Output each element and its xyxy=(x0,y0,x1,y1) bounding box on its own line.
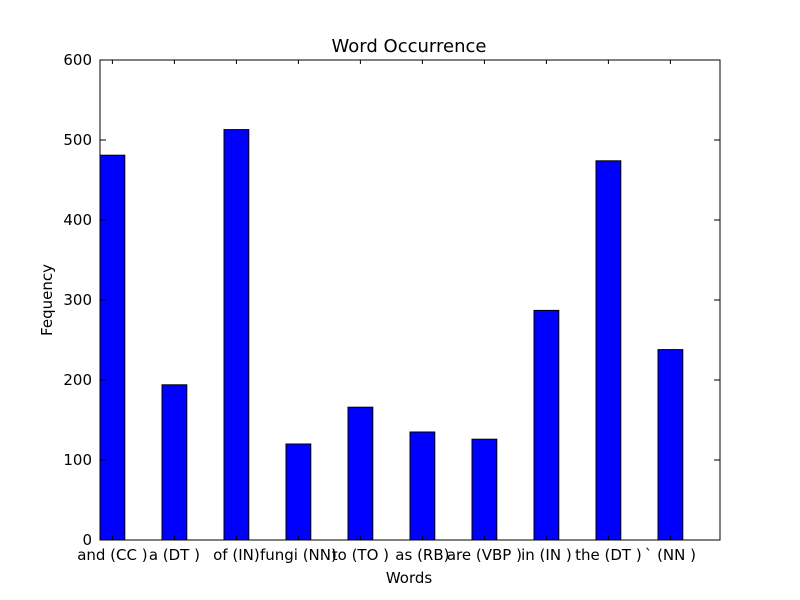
x-tick-label-0: and (CC ) xyxy=(77,546,147,564)
chart-title: Word Occurrence xyxy=(332,36,487,57)
x-tick-label-5: as (RB) xyxy=(395,546,449,564)
y-tick-label-4: 400 xyxy=(63,211,92,229)
y-ticks: 0 100 200 300 400 500 600 xyxy=(63,51,720,549)
bar-9 xyxy=(657,349,684,541)
x-ticks: and (CC ) a (DT ) of (IN) fungi (NN)to (TO … xyxy=(77,60,696,564)
bar-6 xyxy=(471,438,498,541)
bars-layer xyxy=(99,129,684,541)
x-tick-label-6: are (VBP ) xyxy=(447,546,522,564)
x-tick-label-3: fungi (NN) xyxy=(260,546,337,564)
x-tick-label-8: the (DT ) xyxy=(575,546,642,564)
x-tick-label-1: a (DT ) xyxy=(149,546,200,564)
y-tick-label-3: 300 xyxy=(63,291,92,309)
bar-5 xyxy=(409,431,436,541)
bar-0 xyxy=(99,154,126,541)
x-tick-label-9: ` (NN ) xyxy=(645,546,696,564)
x-tick-label-2: of (IN) xyxy=(213,546,260,564)
bar-4 xyxy=(347,406,374,541)
bar-2 xyxy=(223,129,250,541)
bar-3 xyxy=(285,443,312,541)
x-axis-label: Words xyxy=(386,569,433,587)
y-tick-label-1: 100 xyxy=(63,451,92,469)
bar-8 xyxy=(595,160,622,541)
y-tick-label-0: 0 xyxy=(82,531,92,549)
x-tick-label-7: in (IN ) xyxy=(521,546,572,564)
y-axis-label: Fequency xyxy=(38,264,56,336)
y-tick-label-6: 600 xyxy=(63,51,92,69)
bar-7 xyxy=(533,309,560,541)
y-tick-label-5: 500 xyxy=(63,131,92,149)
plot-frame xyxy=(99,59,721,541)
x-tick-label-4: to (TO ) xyxy=(332,546,389,564)
y-tick-label-2: 200 xyxy=(63,371,92,389)
bar-1 xyxy=(161,384,188,541)
